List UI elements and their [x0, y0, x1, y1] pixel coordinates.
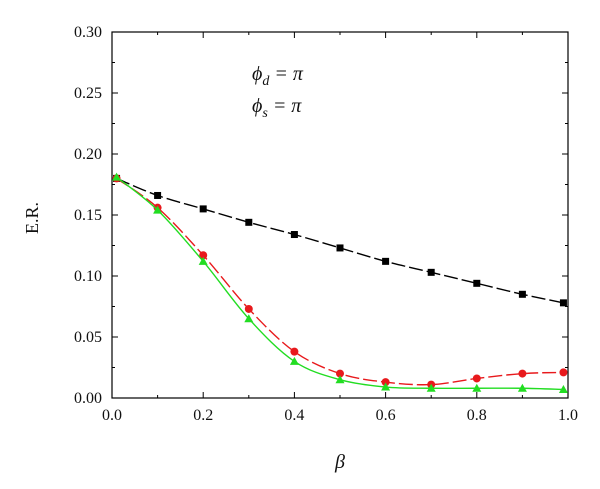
series-line: [116, 177, 564, 386]
triangle-marker: [558, 384, 568, 393]
circle-marker: [336, 369, 344, 378]
x-tick-label: 0.8: [467, 407, 487, 424]
x-tick-label: 0.0: [102, 407, 122, 424]
square-marker: [473, 279, 481, 287]
series-line: [116, 177, 564, 304]
triangle-marker: [289, 356, 299, 365]
triangle-marker: [244, 314, 254, 323]
x-axis-label: β: [334, 451, 345, 473]
x-tick-label: 1.0: [558, 407, 578, 424]
y-tick-label: 0.30: [74, 24, 102, 41]
y-tick-label: 0.15: [74, 207, 102, 224]
square-marker: [336, 244, 344, 252]
circle-marker: [559, 368, 568, 377]
y-tick-label: 0.05: [74, 329, 102, 346]
series-circle: [112, 174, 568, 389]
plot-frame: [111, 31, 569, 399]
triangle-marker: [517, 383, 527, 392]
x-tick-label: 0.4: [284, 407, 304, 424]
square-marker: [559, 299, 567, 307]
triangle-marker: [426, 383, 436, 392]
triangle-marker: [381, 382, 391, 391]
plot-frame-group: [111, 31, 569, 399]
y-tick-label: 0.20: [74, 146, 102, 163]
circle-marker: [472, 374, 481, 383]
triangle-marker: [335, 375, 345, 384]
series-line: [116, 176, 564, 391]
x-tick-label: 0.2: [193, 407, 213, 424]
y-tick-label: 0.00: [74, 390, 102, 407]
x-tick-label: 0.6: [376, 407, 396, 424]
square-marker: [245, 218, 253, 226]
circle-marker: [244, 304, 253, 313]
annotation-phi-s: ϕs = π: [252, 95, 302, 121]
triangle-marker: [472, 383, 482, 392]
triangle-marker: [198, 256, 208, 265]
y-axis-label: E.R.: [22, 202, 42, 234]
square-marker: [382, 257, 390, 265]
triangle-marker: [112, 172, 122, 181]
circle-marker: [381, 378, 390, 387]
series-square: [113, 174, 567, 307]
circle-marker: [199, 251, 208, 260]
annotation-phi-d: ϕd = π: [252, 63, 304, 89]
square-marker: [154, 191, 162, 199]
square-marker: [290, 231, 298, 239]
square-marker: [518, 290, 526, 298]
circle-marker: [290, 347, 299, 356]
series-group: [112, 172, 568, 393]
square-marker: [427, 268, 435, 276]
ticks-group: 0.0 0.2 0.4 0.6 0.8 1.0 0.00 0.05 0.10 0.15 0.20 0.…: [74, 24, 578, 424]
circle-marker: [518, 369, 527, 378]
series-triangle: [112, 172, 568, 393]
square-marker: [199, 205, 207, 213]
y-tick-label: 0.10: [74, 268, 102, 285]
triangle-marker: [153, 205, 163, 214]
y-tick-label: 0.25: [74, 85, 102, 102]
